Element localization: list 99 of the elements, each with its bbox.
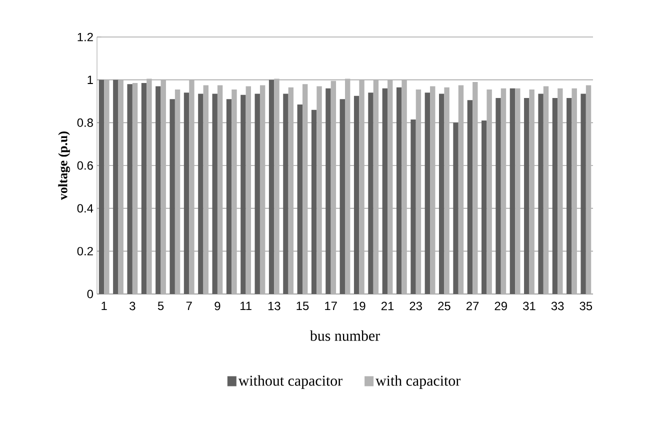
bar: [274, 78, 280, 294]
bar: [260, 85, 266, 294]
x-tick-label: 33: [551, 302, 564, 310]
x-tick-label: 11: [240, 302, 252, 310]
bar: [98, 80, 104, 294]
bar: [297, 104, 302, 294]
x-tick-label: 23: [410, 302, 422, 310]
bar: [402, 80, 407, 294]
bar: [354, 96, 360, 294]
bar: [174, 89, 180, 294]
bar: [283, 94, 288, 294]
x-tick-label: 3: [130, 302, 136, 310]
bar: [453, 122, 458, 294]
bar: [439, 94, 444, 294]
bar: [359, 80, 364, 294]
bar: [552, 98, 558, 294]
bar: [189, 80, 194, 294]
bar: [311, 110, 317, 294]
bar: [444, 87, 450, 294]
bar: [203, 85, 208, 294]
bar: [198, 94, 204, 294]
x-tick-label: 9: [214, 302, 220, 310]
bar: [240, 94, 246, 294]
bar: [500, 88, 506, 294]
y-tick-label: 0.6: [77, 161, 93, 170]
bar: [538, 94, 544, 294]
bar: [141, 83, 147, 294]
bar: [467, 100, 473, 294]
y-tick-label: 0.2: [77, 246, 93, 256]
bar: [472, 82, 478, 294]
bar: [373, 80, 379, 294]
bar: [254, 94, 260, 294]
y-axis-title: voltage (p.u): [58, 132, 70, 200]
x-tick-label: 25: [438, 302, 450, 310]
bar: [368, 92, 374, 294]
bar: [580, 94, 586, 294]
legend-label: with capacitor: [376, 375, 460, 389]
bar: [529, 89, 534, 294]
bar: [226, 99, 232, 294]
bar: [316, 86, 322, 294]
bar: [330, 80, 336, 294]
x-tick-label: 19: [353, 302, 366, 310]
bar: [572, 88, 577, 294]
y-tick-label: 0.4: [77, 204, 94, 213]
bar: [113, 80, 118, 294]
bar: [184, 92, 190, 294]
x-tick-label: 15: [296, 302, 309, 310]
bar: [302, 84, 308, 294]
bar: [458, 85, 464, 294]
bar: [146, 78, 152, 294]
x-tick-label: 7: [186, 302, 192, 310]
bar: [430, 86, 436, 294]
x-tick-label: 17: [325, 302, 337, 310]
x-tick-label: 21: [381, 302, 394, 310]
bar: [543, 86, 549, 294]
bar: [515, 88, 520, 294]
bar: [212, 94, 218, 294]
bar: [586, 85, 592, 294]
bar: [416, 89, 422, 294]
x-tick-label: 1: [102, 302, 107, 310]
bar: [396, 87, 402, 294]
x-axis-title: bus number: [310, 330, 380, 341]
bar: [388, 80, 393, 294]
bar: [410, 119, 416, 294]
bar: [132, 83, 138, 294]
bar: [127, 84, 132, 294]
bar: [524, 98, 530, 294]
bar: [510, 88, 516, 294]
bar: [496, 98, 501, 294]
bar: [156, 86, 161, 294]
bar: [288, 87, 294, 294]
bar: [482, 120, 487, 294]
x-tick-label: 35: [580, 302, 592, 310]
bar: [345, 78, 350, 294]
x-tick-label: 13: [268, 302, 280, 310]
bar: [340, 99, 346, 294]
bar: [558, 88, 563, 294]
x-tick-label: 29: [494, 302, 507, 310]
bar: [566, 98, 572, 294]
bar: [232, 89, 237, 294]
bar: [486, 89, 492, 294]
bar: [217, 85, 223, 294]
bar: [382, 88, 388, 294]
bar: [160, 80, 166, 294]
y-tick-label: 0: [87, 290, 94, 298]
y-tick-label: 1: [88, 76, 93, 84]
bar: [246, 86, 252, 294]
y-tick-label: 1.2: [78, 32, 93, 42]
bar: [118, 80, 124, 294]
bar: [424, 92, 430, 294]
legend-label: without capacitor: [238, 375, 342, 389]
bar: [268, 80, 274, 294]
bar: [170, 99, 175, 294]
x-tick-label: 31: [523, 302, 536, 310]
x-tick-label: 27: [466, 302, 479, 310]
bar: [326, 88, 331, 294]
bar: [104, 80, 110, 294]
x-tick-label: 5: [158, 302, 164, 310]
y-tick-label: 0.8: [77, 118, 93, 127]
